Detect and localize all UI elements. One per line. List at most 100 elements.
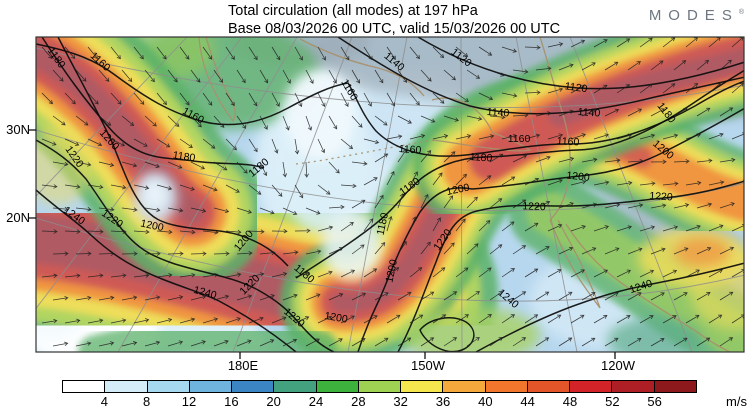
wind-arrow [305, 338, 320, 347]
wind-arrow [432, 217, 441, 232]
wind-arrow [179, 92, 190, 106]
wind-arrow [374, 153, 389, 163]
wind-arrow [225, 138, 237, 151]
colorbar-cell [147, 381, 190, 392]
wind-arrow [52, 115, 66, 126]
wind-arrow [731, 179, 744, 186]
wind-arrow [570, 133, 586, 140]
wind-arrow [547, 314, 562, 324]
colorbar-cell [570, 381, 613, 392]
wind-arrow [443, 151, 456, 163]
wind-arrow [489, 337, 503, 347]
wind-arrow [719, 59, 732, 71]
wind-arrow [432, 172, 443, 186]
wind-arrow [144, 295, 161, 301]
wind-arrow [179, 184, 195, 191]
wind-arrow [294, 228, 311, 234]
wind-arrow [363, 46, 373, 61]
wind-arrow [731, 82, 744, 94]
wind-arrow [190, 340, 206, 347]
wind-arrow [259, 207, 275, 215]
wind-arrow [52, 341, 69, 347]
contour-label: 1140 [486, 106, 510, 120]
wind-arrow [282, 69, 291, 84]
wind-arrow [271, 271, 288, 278]
wind-arrow [558, 246, 574, 255]
wind-arrow [248, 46, 258, 61]
wind-arrow [558, 156, 575, 163]
wind-arrow [213, 207, 230, 214]
wind-arrow [627, 338, 642, 347]
wind-arrow [190, 207, 207, 213]
wind-arrow [547, 87, 564, 94]
wind-arrow [639, 225, 656, 232]
wind-arrow [443, 69, 456, 81]
wind-arrow [455, 314, 469, 324]
wind-arrow [455, 134, 472, 140]
wind-arrow [259, 69, 269, 84]
colorbar-tick: 32 [393, 394, 408, 409]
wind-arrow [397, 148, 407, 163]
wind-arrow [41, 229, 58, 234]
wind-arrow [685, 224, 701, 232]
wind-arrow [719, 157, 736, 163]
wind-arrow [478, 46, 493, 56]
wind-arrow [351, 338, 366, 347]
wind-arrow [110, 229, 127, 234]
wind-arrow [420, 69, 432, 82]
wind-arrow [466, 337, 480, 347]
wind-arrow [64, 138, 80, 146]
wind-arrow [478, 175, 492, 186]
wind-arrow [420, 115, 436, 123]
wind-arrow [305, 207, 321, 215]
wind-arrow [121, 161, 138, 168]
wind-arrow [719, 202, 735, 209]
wind-arrow [328, 338, 343, 347]
wind-arrow [570, 314, 585, 324]
wind-arrow [639, 37, 653, 48]
wind-arrow [133, 318, 150, 324]
wind-arrow [259, 339, 275, 347]
wind-arrow [75, 69, 87, 82]
wind-arrow [639, 83, 653, 94]
wind-arrow [259, 161, 268, 177]
wind-arrow [650, 203, 667, 209]
wind-arrow [432, 134, 449, 140]
wind-arrow [202, 230, 219, 235]
wind-arrow [98, 341, 115, 347]
wind-arrow [98, 251, 115, 256]
wind-arrow [190, 115, 202, 128]
wind-arrow [75, 115, 89, 126]
chart-subtitle: Base 08/03/2026 00 UTC, valid 15/03/2026… [228, 20, 561, 37]
wind-arrow [225, 229, 242, 235]
wind-arrow [685, 83, 699, 94]
wind-arrow [639, 315, 654, 324]
wind-arrow [547, 42, 564, 48]
wind-arrow [41, 318, 58, 324]
wind-arrow [282, 115, 290, 131]
wind-arrow [110, 138, 126, 147]
wind-arrow [133, 46, 144, 60]
wind-arrow [616, 269, 632, 278]
wind-arrow [616, 133, 633, 140]
wind-arrow [305, 69, 314, 84]
wind-arrow [225, 46, 235, 61]
wind-arrow [558, 337, 573, 347]
wind-arrow [432, 314, 447, 324]
wind-arrow [443, 115, 459, 122]
wind-arrow [248, 138, 258, 153]
wind-arrow [604, 108, 620, 117]
y-axis-tick-label: 30N [6, 122, 30, 137]
wind-arrow [225, 184, 240, 193]
wind-arrow [156, 92, 167, 106]
wind-arrow [374, 292, 389, 301]
colorbar-tick: 8 [143, 394, 151, 409]
wind-arrow [340, 315, 355, 324]
wind-arrow [64, 318, 81, 324]
wind-arrow [202, 317, 219, 324]
wind-arrow [144, 69, 155, 83]
colorbar [62, 380, 697, 393]
wind-arrow [156, 317, 173, 324]
wind-arrow [593, 269, 609, 278]
wind-arrow [259, 294, 275, 301]
